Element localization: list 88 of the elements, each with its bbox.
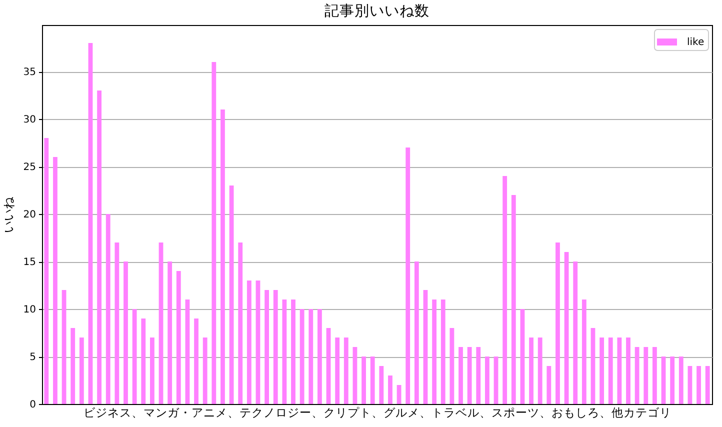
- bar: [432, 300, 437, 404]
- y-tick-label: 35: [23, 67, 36, 78]
- bar: [53, 157, 58, 404]
- bar: [362, 356, 366, 404]
- bar: [79, 338, 84, 404]
- x-axis-title: ビジネス、マンガ・アニメ、テクノロジー、クリプト、グルメ、トラベル、スポーツ、おもしろ、他カテゴリ: [84, 406, 672, 420]
- bar: [176, 271, 181, 404]
- bar: [370, 356, 375, 404]
- bar: [238, 242, 243, 404]
- bar: [352, 347, 358, 404]
- y-tick-label: 30: [23, 114, 36, 126]
- bar: [573, 262, 578, 404]
- bar: [590, 328, 596, 404]
- bar: [529, 338, 534, 404]
- bar: [511, 195, 516, 404]
- y-axis-title: いいね: [1, 196, 16, 233]
- bar: [414, 262, 419, 404]
- bar: [158, 242, 164, 404]
- bar: [202, 338, 208, 404]
- bar: [661, 356, 666, 404]
- bar: [388, 376, 392, 404]
- bar: [688, 366, 692, 404]
- bar: [670, 356, 675, 404]
- bar: [600, 338, 604, 404]
- y-tick-label: 10: [23, 304, 36, 316]
- bar: [644, 347, 648, 404]
- bar: [220, 110, 225, 404]
- bar: [634, 347, 640, 404]
- bar: [467, 347, 472, 404]
- bar: [282, 300, 287, 404]
- bar: [106, 214, 110, 404]
- y-tick-label: 15: [23, 257, 36, 268]
- bar: [696, 366, 701, 404]
- bar: [617, 338, 622, 404]
- y-tick-label: 5: [30, 352, 36, 364]
- bar: [229, 186, 234, 404]
- bar: [564, 252, 569, 404]
- bar: [396, 385, 402, 404]
- bar: [494, 356, 498, 404]
- bar: [300, 309, 304, 404]
- bar: [546, 366, 552, 404]
- bar: [556, 242, 560, 404]
- bar: [124, 262, 128, 404]
- bar: [44, 138, 49, 404]
- bar: [246, 280, 252, 404]
- bar: [406, 148, 410, 404]
- chart-title: 記事別いいね数: [324, 2, 430, 20]
- bar: [326, 328, 331, 404]
- bar: [168, 262, 172, 404]
- bar: [476, 347, 481, 404]
- bar: [114, 242, 120, 404]
- bar: [423, 290, 428, 404]
- bar: [132, 309, 137, 404]
- bar: [538, 338, 542, 404]
- legend-label: like: [687, 37, 704, 48]
- bar: [582, 300, 586, 404]
- bar: [484, 356, 490, 404]
- bar: [194, 318, 198, 404]
- bar: [652, 347, 657, 404]
- bar: [97, 90, 102, 404]
- bar: [141, 318, 146, 404]
- bar: [626, 338, 630, 404]
- y-tick-label: 25: [23, 162, 36, 174]
- bar: [273, 290, 278, 404]
- bar: [344, 338, 348, 404]
- bar: [264, 290, 270, 404]
- bar: [520, 309, 525, 404]
- bar: [705, 366, 710, 404]
- bar: [458, 347, 463, 404]
- bar: [440, 300, 446, 404]
- bar: [185, 300, 190, 404]
- bar: [150, 338, 154, 404]
- bar: [502, 176, 508, 404]
- bar: [335, 338, 340, 404]
- y-tick-label: 20: [23, 210, 36, 221]
- bar: [70, 328, 76, 404]
- bar: [62, 290, 66, 404]
- bar: [291, 300, 296, 404]
- bar: [317, 309, 322, 404]
- y-tick-label: 0: [30, 400, 36, 410]
- bar: [608, 338, 613, 404]
- bar: [212, 62, 216, 404]
- bar: [678, 356, 684, 404]
- bar: [450, 328, 454, 404]
- bar: [256, 280, 260, 404]
- bar: [308, 309, 314, 404]
- bar: [88, 43, 93, 404]
- bar: [379, 366, 384, 404]
